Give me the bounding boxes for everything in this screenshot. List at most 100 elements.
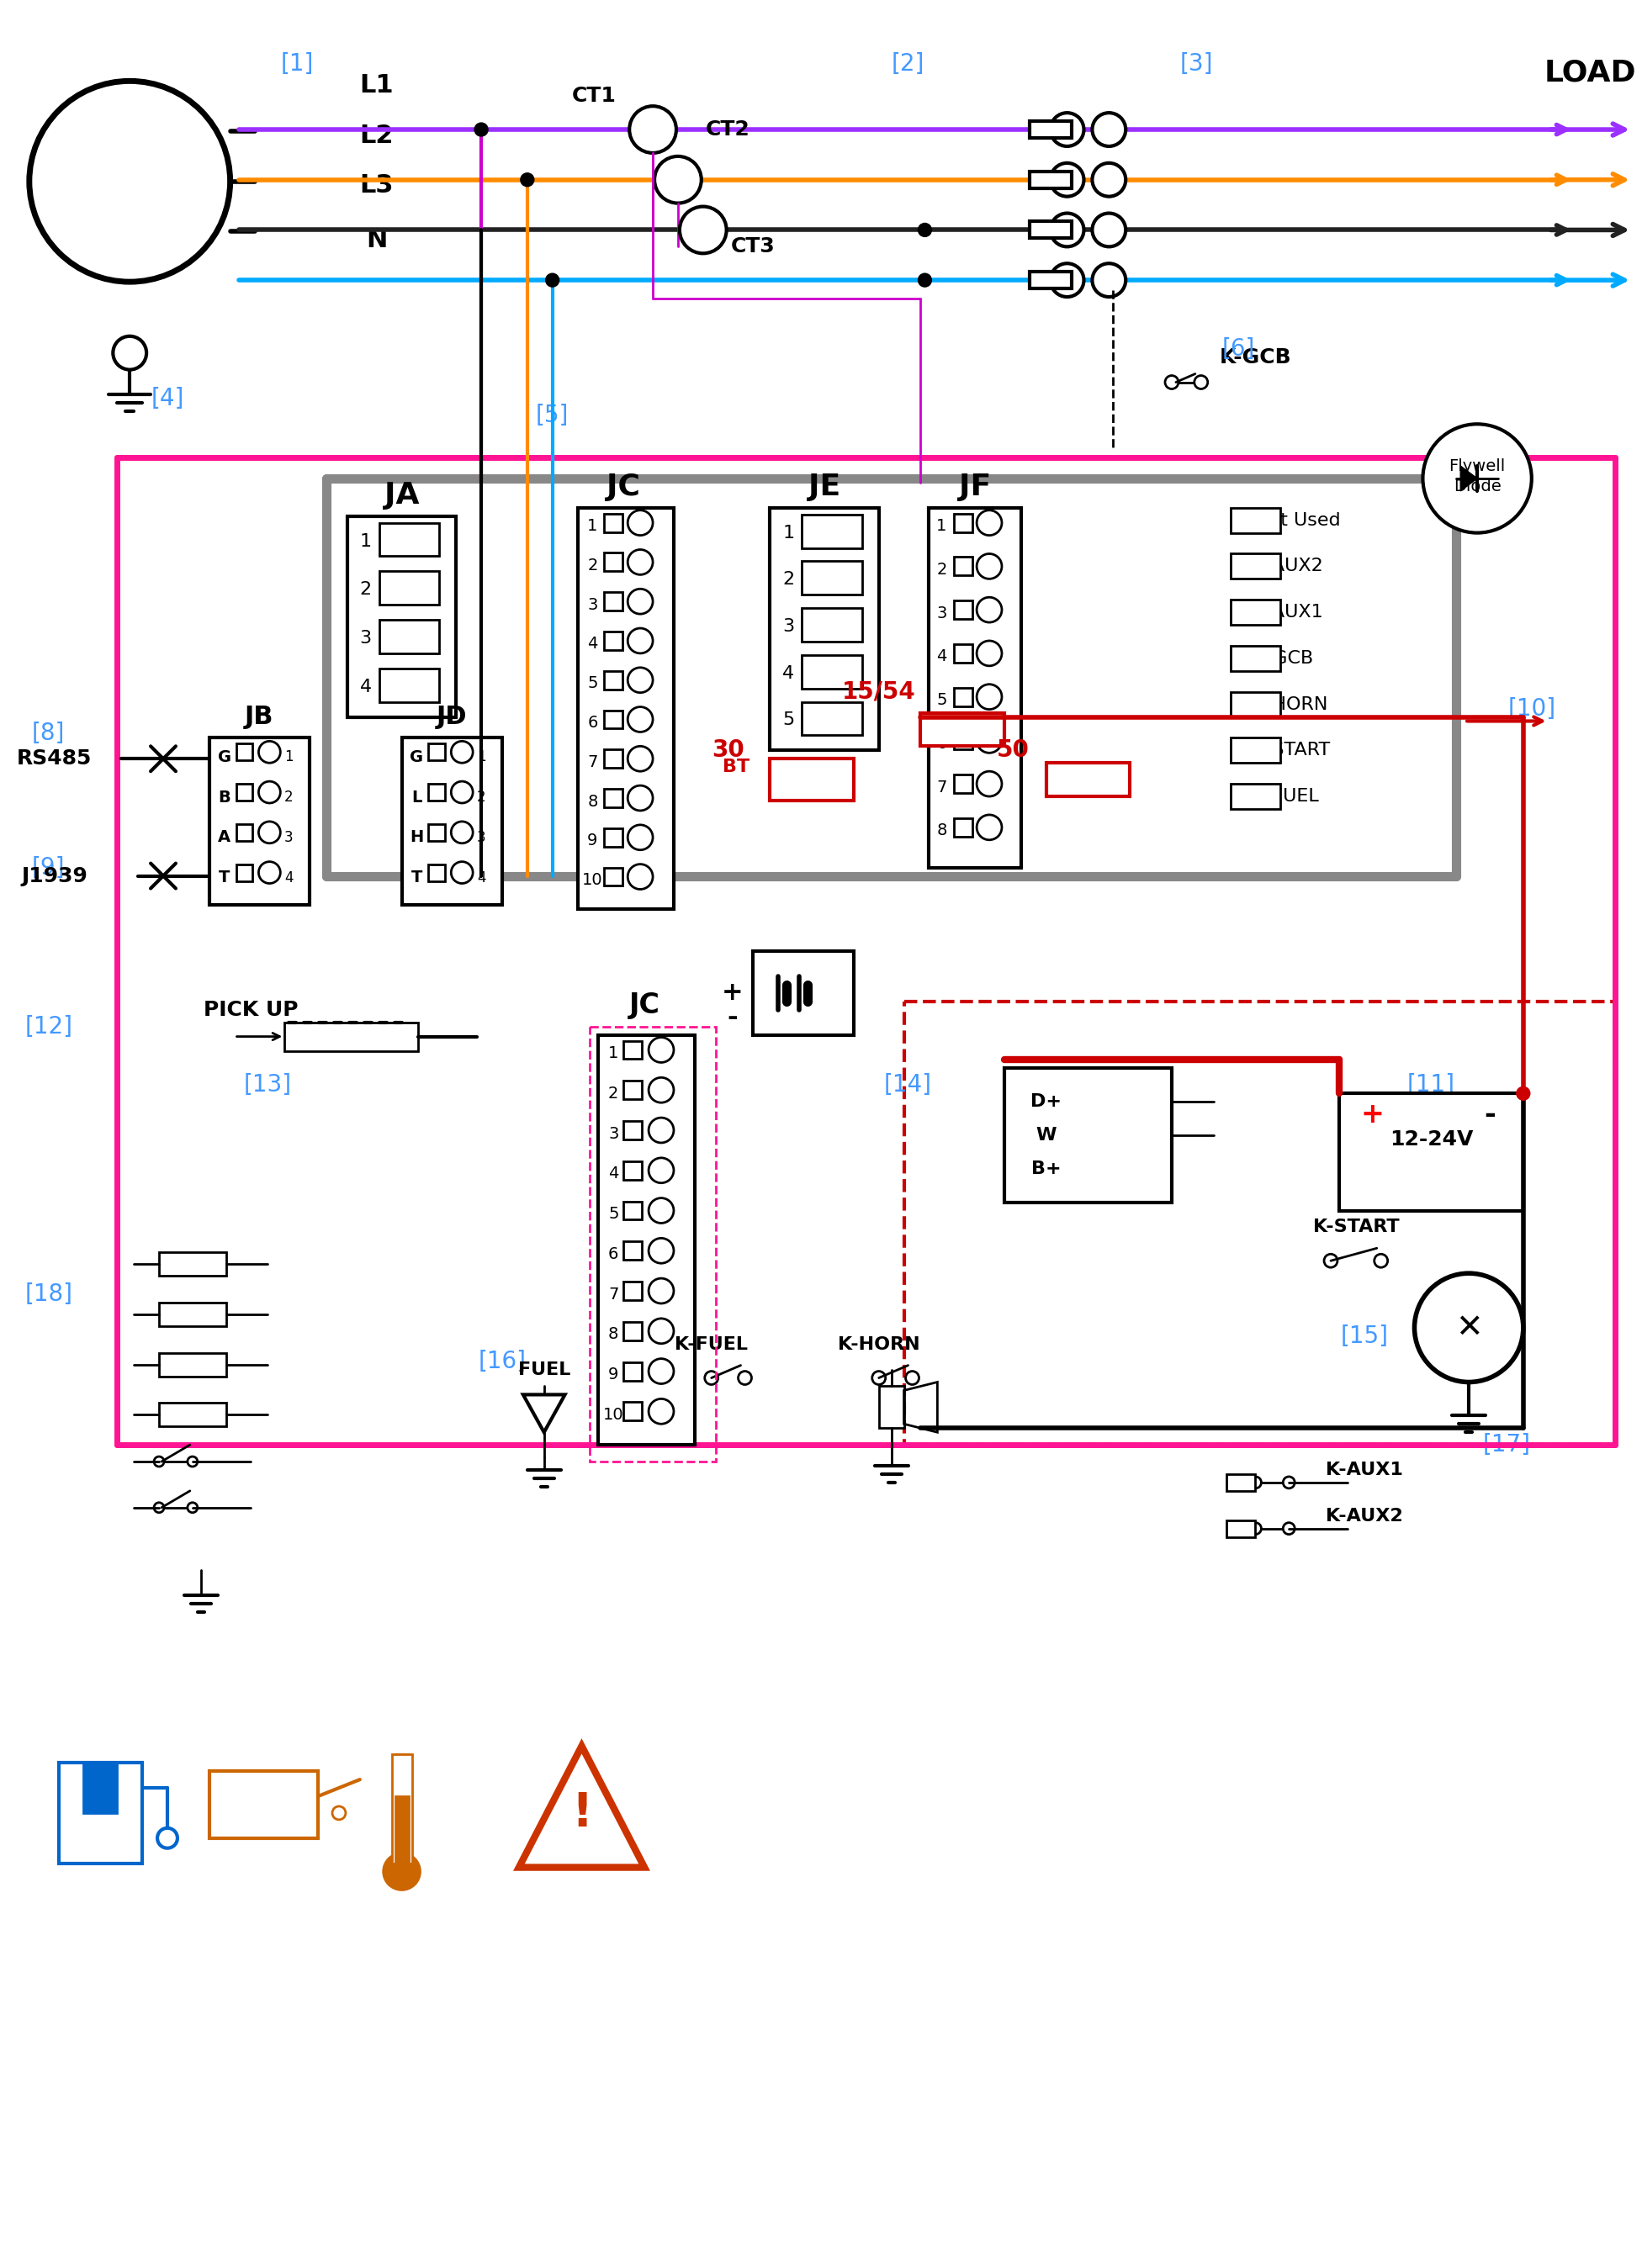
Circle shape — [649, 1036, 673, 1061]
Circle shape — [649, 1198, 673, 1222]
Text: K-START: K-START — [1256, 742, 1330, 760]
Circle shape — [977, 642, 1002, 667]
Text: JE: JE — [808, 472, 841, 501]
Circle shape — [1374, 1254, 1387, 1268]
Text: K-FUEL: K-FUEL — [1256, 787, 1319, 805]
Text: J1939: J1939 — [21, 866, 87, 887]
Circle shape — [649, 1399, 673, 1424]
Circle shape — [1166, 376, 1179, 388]
Circle shape — [977, 685, 1002, 710]
Text: [12]: [12] — [25, 1014, 72, 1039]
Bar — [604, 789, 622, 807]
Bar — [604, 671, 622, 689]
Text: Not Used: Not Used — [1256, 513, 1342, 528]
Bar — [604, 748, 622, 769]
Circle shape — [1092, 113, 1126, 145]
Text: 2: 2 — [476, 789, 486, 805]
Circle shape — [1092, 263, 1126, 297]
Text: 4: 4 — [588, 635, 598, 653]
Text: 4: 4 — [284, 871, 294, 885]
Bar — [209, 737, 310, 905]
Bar — [159, 1404, 227, 1427]
Circle shape — [158, 1828, 177, 1848]
Text: 3: 3 — [608, 1125, 619, 1141]
Text: 9: 9 — [608, 1368, 619, 1383]
Circle shape — [627, 510, 654, 535]
Text: 15/54: 15/54 — [842, 680, 916, 703]
Circle shape — [977, 814, 1002, 839]
Circle shape — [1323, 1254, 1338, 1268]
Bar — [1030, 272, 1071, 288]
Text: 3: 3 — [588, 596, 598, 612]
Bar — [402, 737, 502, 905]
Bar — [624, 1363, 642, 1381]
Bar — [921, 712, 1005, 746]
Text: JF: JF — [959, 472, 992, 501]
Text: L3: L3 — [360, 172, 394, 197]
Text: 3: 3 — [476, 830, 486, 846]
Bar — [236, 864, 253, 880]
Circle shape — [259, 782, 281, 803]
Text: G: G — [217, 748, 232, 764]
Text: N: N — [366, 227, 388, 252]
Text: 3: 3 — [783, 619, 795, 635]
Bar — [1030, 222, 1071, 238]
Circle shape — [649, 1318, 673, 1343]
Text: 4: 4 — [608, 1166, 619, 1182]
Text: [16]: [16] — [478, 1349, 525, 1372]
Text: -: - — [1484, 1100, 1496, 1127]
Bar — [396, 1755, 409, 1864]
Text: 1: 1 — [476, 748, 486, 764]
Text: 3: 3 — [936, 606, 947, 621]
Text: K-AUX2: K-AUX2 — [1256, 558, 1323, 574]
Bar — [236, 744, 253, 760]
Bar — [1227, 1474, 1256, 1490]
Text: 2: 2 — [588, 558, 598, 574]
Circle shape — [332, 1805, 346, 1819]
Circle shape — [627, 667, 654, 692]
Text: 1: 1 — [783, 524, 795, 542]
Text: ✕: ✕ — [1455, 1311, 1483, 1343]
Bar — [604, 513, 622, 533]
Circle shape — [977, 510, 1002, 535]
Text: H: H — [410, 830, 424, 846]
Text: 7: 7 — [588, 753, 598, 771]
Bar — [379, 619, 440, 653]
Bar — [1230, 737, 1281, 762]
Bar — [954, 644, 972, 662]
Polygon shape — [1460, 465, 1478, 490]
Circle shape — [1051, 213, 1084, 247]
Bar — [1030, 172, 1071, 188]
Text: [15]: [15] — [1340, 1325, 1387, 1347]
Bar — [604, 869, 622, 887]
Circle shape — [187, 1504, 197, 1513]
Text: 2: 2 — [360, 581, 371, 599]
Circle shape — [977, 596, 1002, 621]
Circle shape — [1092, 163, 1126, 197]
Bar — [954, 601, 972, 619]
Circle shape — [649, 1077, 673, 1102]
Text: L1: L1 — [360, 73, 394, 98]
Text: T: T — [410, 869, 422, 885]
Text: K-GCB: K-GCB — [1256, 651, 1314, 667]
Bar — [236, 823, 253, 841]
Text: K-FUEL: K-FUEL — [675, 1336, 749, 1352]
Bar — [624, 1202, 642, 1220]
Text: CT3: CT3 — [731, 236, 775, 256]
Circle shape — [475, 122, 488, 136]
Circle shape — [30, 82, 230, 281]
Text: 50: 50 — [997, 739, 1030, 762]
Text: PICK UP: PICK UP — [204, 1000, 299, 1021]
Text: JC: JC — [629, 991, 660, 1018]
Circle shape — [627, 708, 654, 733]
Bar — [1230, 646, 1281, 671]
Text: 4: 4 — [936, 649, 947, 665]
Bar — [1230, 692, 1281, 717]
Text: 4: 4 — [783, 665, 795, 683]
Text: G: G — [410, 748, 424, 764]
Text: G: G — [99, 145, 161, 218]
Text: FUEL: FUEL — [517, 1361, 570, 1379]
Text: [11]: [11] — [1407, 1073, 1455, 1098]
Text: 3: 3 — [284, 830, 294, 846]
Text: 1: 1 — [936, 517, 947, 535]
